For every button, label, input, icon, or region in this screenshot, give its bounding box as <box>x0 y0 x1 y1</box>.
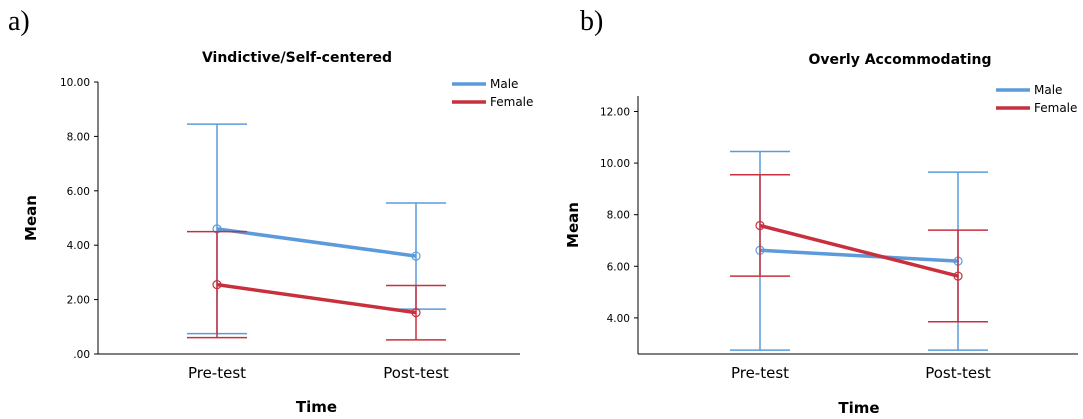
x-axis-title: Time <box>838 399 879 417</box>
legend-label-female: Female <box>490 95 533 109</box>
x-tick-label: Pre-test <box>188 364 246 382</box>
y-tick-label: 4.00 <box>67 240 90 252</box>
legend-label-male: Male <box>1034 83 1062 97</box>
data-point <box>212 280 222 290</box>
data-point <box>411 251 421 261</box>
y-axis-title: Mean <box>564 202 582 248</box>
x-axis-title: Time <box>296 398 337 416</box>
data-point <box>953 271 963 281</box>
panel-label-b: b) <box>580 6 604 37</box>
y-tick-label: 8.00 <box>607 210 630 222</box>
y-axis-title: Mean <box>22 195 40 241</box>
series-female <box>730 173 988 323</box>
series-line <box>759 248 959 263</box>
chart-title: Vindictive/Self-centered <box>202 50 392 66</box>
data-point <box>755 220 765 231</box>
data-point <box>411 308 421 318</box>
chart-title: Overly Accommodating <box>808 52 991 68</box>
legend-label-female: Female <box>1034 101 1077 115</box>
y-tick-label: 8.00 <box>67 131 90 143</box>
panel-b: b) Overly Accommodating 4.00 6.00 8.00 10.00… <box>560 0 1083 419</box>
y-tick-label: 10.00 <box>60 77 90 89</box>
chart-overly-accommodating: Overly Accommodating 4.00 6.00 8.00 10.00 12.… <box>564 52 1078 417</box>
x-tick-label: Post-test <box>383 364 449 382</box>
series-female <box>187 230 446 341</box>
chart-vindictive: Vindictive/Self-centered .00 2.00 4.00 6.00 8… <box>22 50 533 416</box>
y-tick-label: 4.00 <box>607 313 630 325</box>
y-tick-label: 6.00 <box>67 186 90 198</box>
y-tick-label: .00 <box>73 349 90 361</box>
series-line <box>216 227 417 258</box>
legend-label-male: Male <box>490 77 518 91</box>
x-tick-label: Post-test <box>925 364 991 382</box>
y-tick-label: 10.00 <box>600 158 630 170</box>
y-tick-label: 12.00 <box>600 106 630 118</box>
series-male <box>187 123 446 335</box>
y-tick-label: 6.00 <box>607 261 630 273</box>
series-line <box>216 282 417 315</box>
x-tick-label: Pre-test <box>731 364 789 382</box>
panel-a: a) Vindictive/Self-centered .00 2.00 4.00 6.… <box>8 6 533 416</box>
panel-label-a: a) <box>8 6 30 37</box>
series-line <box>759 223 959 278</box>
y-tick-label: 2.00 <box>67 295 90 307</box>
